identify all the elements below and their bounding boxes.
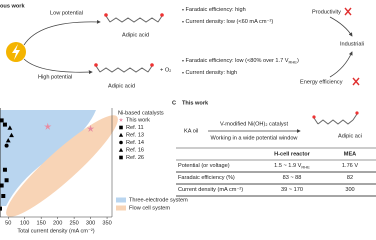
target: Industriali — [340, 41, 364, 47]
point — [44, 122, 52, 130]
panel-title: ous work — [0, 3, 25, 9]
molecule — [105, 15, 163, 23]
cell-text: 39 ~ 170 — [281, 187, 303, 193]
cell-sub: RHE — [301, 165, 310, 170]
atom — [355, 111, 359, 115]
region — [6, 115, 118, 217]
legend-label: Three-electrode system — [129, 197, 188, 203]
table-header: MEA — [344, 151, 356, 157]
bullet: • Current density: high — [182, 70, 237, 76]
point — [118, 147, 124, 152]
legend-swatch — [116, 205, 126, 211]
molecule — [95, 65, 153, 73]
legend-label: Ref. 26 — [126, 155, 144, 161]
cell-text: 300 — [345, 187, 354, 193]
cross — [344, 7, 352, 16]
table: H-cell reactor MEA Potential (or voltage… — [176, 147, 376, 197]
point — [4, 178, 9, 183]
table-cell: 82 — [347, 175, 353, 181]
legend-title: Ni-based catalysts — [118, 110, 164, 116]
cell-text: 1.76 V — [342, 163, 358, 169]
x-axis-label: Total current density (mA cm⁻²) — [17, 228, 94, 234]
legend-label: This work — [126, 117, 150, 123]
cross — [352, 77, 360, 86]
point — [0, 183, 4, 188]
bullet: • Faradaic efficiency: high — [182, 7, 246, 13]
x-tick-label: 200 — [53, 220, 62, 226]
point — [2, 122, 7, 127]
point — [119, 155, 123, 160]
table-cell: 83 ~ 88 — [283, 175, 302, 181]
scatter-plot — [0, 108, 118, 219]
legend-label: Flow cell system — [129, 205, 170, 211]
legend-label: Ref. 16 — [126, 147, 144, 153]
table-cell: 39 ~ 170 — [281, 187, 303, 193]
atom — [312, 115, 316, 119]
molecule — [313, 113, 358, 125]
drawback: Productivity — [312, 9, 341, 15]
route-label: High potential — [38, 74, 72, 80]
catalyst: V-modified Ni(OH)₂ catalyst — [220, 121, 289, 127]
cell-text: Potential (or voltage) — [178, 163, 230, 169]
arrow — [23, 58, 93, 75]
atom — [94, 63, 98, 67]
cell-text: Current density (mA cm⁻²) — [178, 187, 243, 193]
table-cell: Faradaic efficiency (%) — [178, 175, 235, 181]
x-tick-label: 300 — [86, 220, 95, 226]
arrow — [23, 19, 101, 46]
drawback: Energy efficiency — [300, 79, 343, 85]
bullet: • Faradaic efficiency: low (<80% over 1.… — [182, 58, 299, 64]
atom — [150, 63, 154, 67]
bolt — [12, 44, 20, 60]
point — [9, 132, 14, 138]
legend-label: Ref. 14 — [126, 140, 144, 146]
table-cell: 300 — [345, 187, 354, 193]
cell-text: Faradaic efficiency (%) — [178, 175, 235, 181]
panel-label: C — [172, 100, 176, 106]
reactant: KA oil — [184, 128, 198, 134]
condition: Working in a wide potential window — [211, 135, 299, 141]
point — [7, 125, 13, 130]
arrow — [329, 16, 353, 37]
x-tick-label: 350 — [102, 220, 111, 226]
point — [2, 167, 7, 172]
product: Adipic aci — [338, 133, 362, 139]
region — [0, 110, 96, 206]
point — [118, 132, 124, 137]
legend-label: Ref. 13 — [126, 132, 144, 138]
x-tick-label: 150 — [37, 220, 46, 226]
point — [118, 117, 124, 122]
table-header: H-cell reactor — [274, 151, 311, 157]
bullet: • Current density: low (<60 mA cm⁻²) — [182, 19, 273, 25]
point — [4, 143, 9, 148]
point — [1, 194, 6, 198]
cell-text: 83 ~ 88 — [283, 175, 302, 181]
product: Adipic acid — [108, 83, 135, 89]
atom — [160, 13, 164, 17]
legend-label: Ref. 11 — [126, 125, 144, 131]
point — [86, 124, 95, 132]
cell-text: 82 — [347, 175, 353, 181]
point — [119, 140, 123, 145]
point — [5, 137, 11, 143]
x-tick-label: 50 — [5, 220, 11, 226]
table-cell: 1.76 V — [342, 163, 358, 169]
x-tick-label: 100 — [20, 220, 29, 226]
legend-swatch — [116, 197, 126, 203]
point — [0, 206, 2, 211]
table-cell: 1.5 ~ 1.9 VRHE — [274, 163, 310, 169]
atom — [104, 13, 108, 17]
byproduct: + O₂ — [160, 67, 171, 73]
route-label: Low potential — [50, 10, 83, 16]
panel-title: This work — [182, 100, 209, 106]
point — [0, 118, 4, 123]
product: Adipic acid — [122, 32, 149, 38]
point — [119, 125, 123, 130]
x-tick-label: 250 — [69, 220, 78, 226]
arrow — [329, 51, 353, 78]
table-cell: Potential (or voltage) — [178, 163, 230, 169]
cell-text: 1.5 ~ 1.9 V — [274, 163, 301, 169]
table-cell: Current density (mA cm⁻²) — [178, 187, 243, 193]
